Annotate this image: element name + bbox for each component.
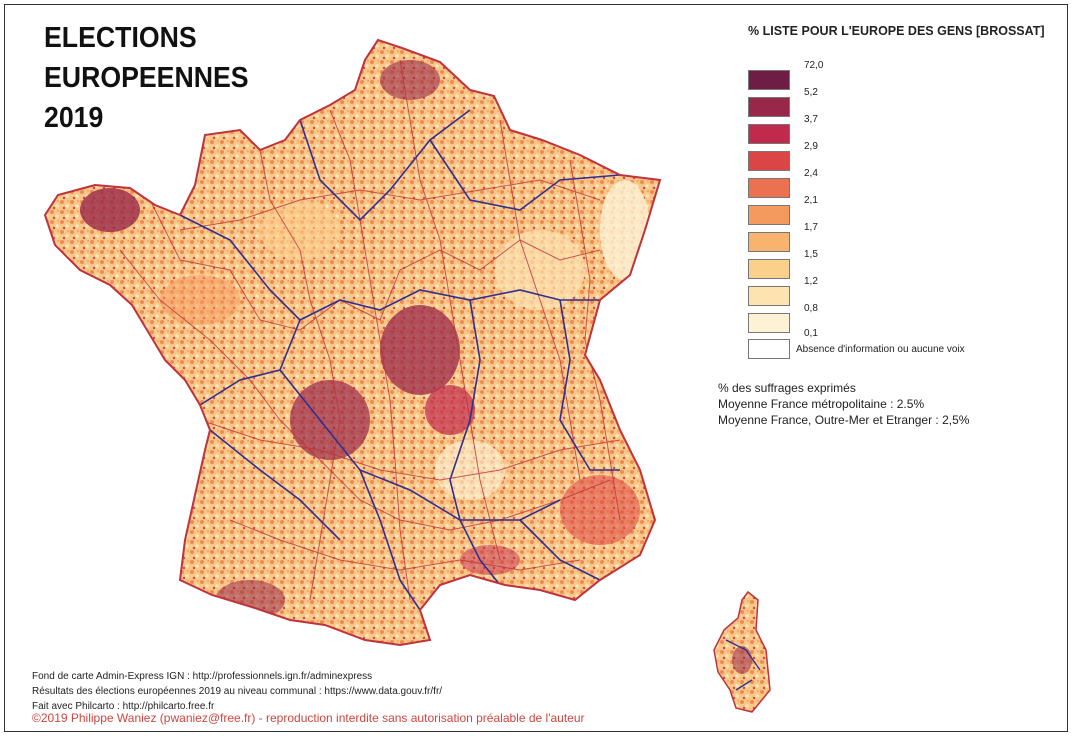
- department-borders: [119, 59, 621, 601]
- high-vote-zones: [80, 60, 650, 620]
- legend-break-3: 3,7: [804, 114, 818, 125]
- mainland-france: [44, 39, 661, 646]
- legend-break-7: 1,7: [804, 222, 818, 233]
- notes-unit: % des suffrages exprimés: [718, 381, 856, 395]
- source-basemap: Fond de carte Admin-Express IGN : http:/…: [32, 671, 373, 682]
- legend-swatch-10: [748, 313, 790, 333]
- legend-break-1: 72,0: [804, 60, 824, 71]
- sources: Fond de carte Admin-Express IGN : http:/…: [32, 669, 442, 714]
- notes-mean-metropolitan: Moyenne France métropolitaine : 2.5%: [718, 397, 925, 411]
- map-frame: [4, 4, 1068, 732]
- legend-no-data-label: Absence d'information ou aucune voix: [796, 344, 965, 355]
- legend-swatch-8: [748, 259, 790, 279]
- legend-swatch-7: [748, 232, 790, 252]
- legend-swatch-2: [748, 97, 790, 117]
- title-line-3: 2019: [44, 102, 104, 134]
- legend-title: % LISTE POUR L'EUROPE DES GENS [BROSSAT]: [748, 24, 1045, 38]
- legend-break-11: 0,1: [804, 328, 818, 339]
- legend-break-10: 0,8: [804, 303, 818, 314]
- legend-swatch-no-data: [748, 339, 790, 359]
- legend-swatch-3: [748, 124, 790, 144]
- legend-swatch-9: [748, 286, 790, 306]
- map-title: ELECTIONS EUROPEENNES 2019: [44, 18, 249, 138]
- legend-swatch-5: [748, 178, 790, 198]
- legend-break-5: 2,4: [804, 168, 818, 179]
- legend-break-8: 1,5: [804, 249, 818, 260]
- legend-break-2: 5,2: [804, 87, 818, 98]
- region-borders: [179, 109, 621, 611]
- title-line-2: EUROPEENNES: [44, 62, 249, 94]
- notes: % des suffrages exprimés Moyenne France …: [718, 380, 969, 428]
- legend-break-4: 2,9: [804, 141, 818, 152]
- corsica: [713, 590, 771, 713]
- source-results: Résultats des élections européennes 2019…: [32, 686, 443, 697]
- source-software: Fait avec Philcarto : http://philcarto.f…: [32, 701, 215, 712]
- legend-break-6: 2,1: [804, 195, 818, 206]
- legend-break-9: 1,2: [804, 276, 818, 287]
- title-line-1: ELECTIONS: [44, 22, 197, 54]
- legend-swatch-4: [748, 151, 790, 171]
- notes-mean-overall: Moyenne France, Outre-Mer et Etranger : …: [718, 413, 970, 427]
- legend-swatch-1: [748, 70, 790, 90]
- copyright: ©2019 Philippe Waniez (pwaniez@free.fr) …: [32, 711, 585, 725]
- legend-swatch-6: [748, 205, 790, 225]
